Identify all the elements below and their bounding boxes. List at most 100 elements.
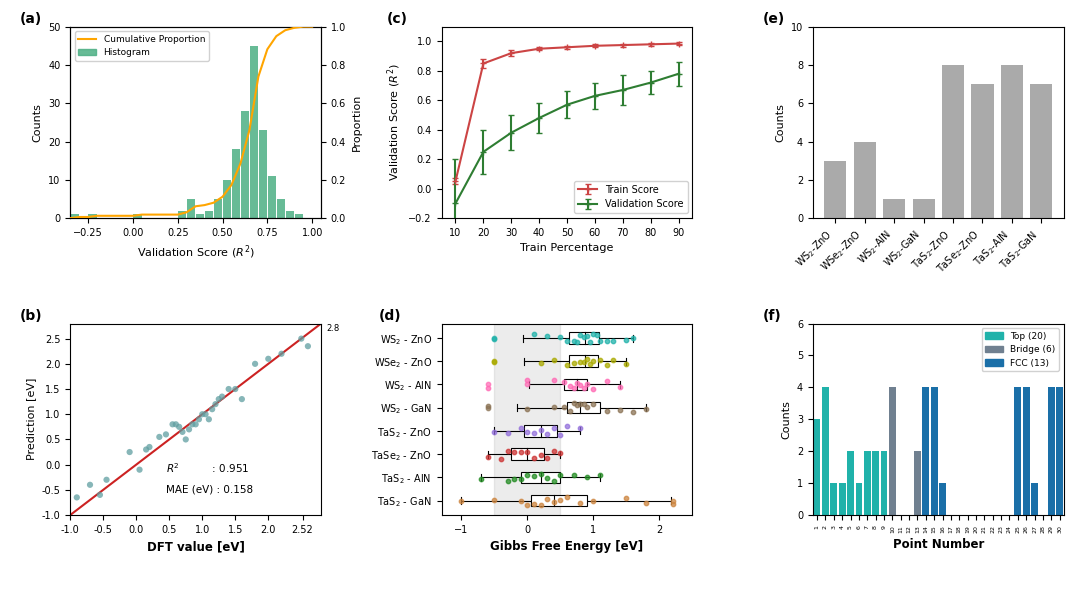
Cumulative Proportion	[180, 208, 193, 215]
Point	[637, 498, 654, 508]
Bar	[883, 199, 905, 218]
Cumulative Proportion	[207, 199, 220, 206]
Bar	[178, 211, 187, 218]
Point	[299, 342, 316, 351]
Bar	[880, 451, 888, 515]
X-axis label: Gibbs Free Energy [eV]: Gibbs Free Energy [eV]	[490, 540, 644, 554]
Point	[518, 427, 536, 437]
Cumulative Proportion	[72, 214, 85, 221]
Point	[592, 470, 609, 480]
Point	[293, 334, 310, 343]
Point	[539, 331, 556, 340]
Y-axis label: Proportion: Proportion	[352, 94, 362, 151]
Point	[539, 453, 556, 462]
Bar	[913, 199, 934, 218]
Point	[273, 349, 291, 359]
Point	[167, 420, 185, 429]
Bar	[222, 180, 231, 218]
Bar	[873, 451, 879, 515]
Legend: Cumulative Proportion, Histogram: Cumulative Proportion, Histogram	[75, 31, 208, 61]
Cumulative Proportion	[279, 27, 292, 34]
Point	[505, 474, 523, 484]
X-axis label: Validation Score ($R^2$): Validation Score ($R^2$)	[137, 243, 255, 261]
Point	[578, 332, 595, 341]
Point	[214, 392, 231, 401]
Text: (b): (b)	[21, 308, 42, 323]
Bar	[564, 379, 586, 390]
Bar	[922, 387, 929, 515]
Point	[532, 500, 550, 510]
Point	[624, 407, 642, 417]
Text: MAE (eV) : 0.158: MAE (eV) : 0.158	[165, 484, 253, 494]
Cumulative Proportion	[153, 211, 166, 218]
Cumulative Proportion	[172, 211, 185, 218]
Point	[545, 375, 563, 385]
Text: 2.8: 2.8	[326, 323, 339, 333]
Point	[664, 496, 681, 505]
Point	[539, 429, 556, 439]
Bar	[249, 46, 258, 218]
Point	[512, 447, 529, 456]
Point	[525, 329, 542, 339]
Point	[575, 383, 592, 392]
Bar	[1001, 65, 1023, 218]
Bar	[511, 448, 544, 460]
Bar	[889, 387, 895, 515]
Text: (a): (a)	[21, 12, 42, 26]
Point	[605, 356, 622, 365]
Point	[611, 382, 629, 391]
Point	[552, 430, 569, 440]
Point	[486, 333, 503, 343]
X-axis label: DFT value [eV]: DFT value [eV]	[147, 540, 244, 554]
Bar	[931, 387, 937, 515]
Point	[539, 494, 556, 504]
Point	[562, 406, 579, 416]
Point	[499, 428, 516, 437]
Y-axis label: Counts: Counts	[32, 103, 42, 142]
Point	[592, 356, 609, 365]
Point	[532, 358, 550, 368]
Bar	[195, 214, 204, 218]
Point	[539, 473, 556, 482]
Point	[598, 361, 616, 370]
Bar	[569, 355, 598, 367]
Bar	[855, 483, 862, 515]
Y-axis label: Counts: Counts	[781, 400, 792, 439]
Point	[558, 360, 576, 369]
Bar	[285, 211, 294, 218]
Point	[499, 446, 516, 456]
Bar	[214, 199, 222, 218]
Point	[552, 332, 569, 342]
Bar	[1056, 387, 1063, 515]
Point	[637, 404, 654, 414]
Y-axis label: Validation Score ($R^2$): Validation Score ($R^2$)	[386, 63, 403, 181]
Point	[177, 435, 194, 444]
Cumulative Proportion	[287, 24, 300, 31]
Bar	[133, 214, 141, 218]
Bar	[524, 425, 557, 437]
Point	[545, 423, 563, 433]
Point	[565, 470, 582, 480]
Point	[518, 379, 536, 389]
Point	[525, 500, 542, 509]
Point	[480, 452, 497, 462]
Point	[505, 448, 523, 457]
Point	[453, 496, 470, 506]
Bar	[205, 211, 213, 218]
Point	[174, 427, 191, 437]
Point	[555, 377, 572, 387]
Point	[598, 407, 616, 416]
Point	[486, 496, 503, 505]
Point	[532, 451, 550, 460]
Point	[480, 401, 497, 411]
Point	[92, 490, 109, 500]
Point	[558, 492, 576, 501]
Bar	[942, 65, 964, 218]
Point	[227, 384, 244, 394]
Point	[246, 359, 264, 369]
Point	[565, 358, 582, 368]
Point	[598, 336, 616, 346]
Point	[486, 357, 503, 366]
Point	[581, 359, 598, 369]
Point	[598, 376, 616, 385]
